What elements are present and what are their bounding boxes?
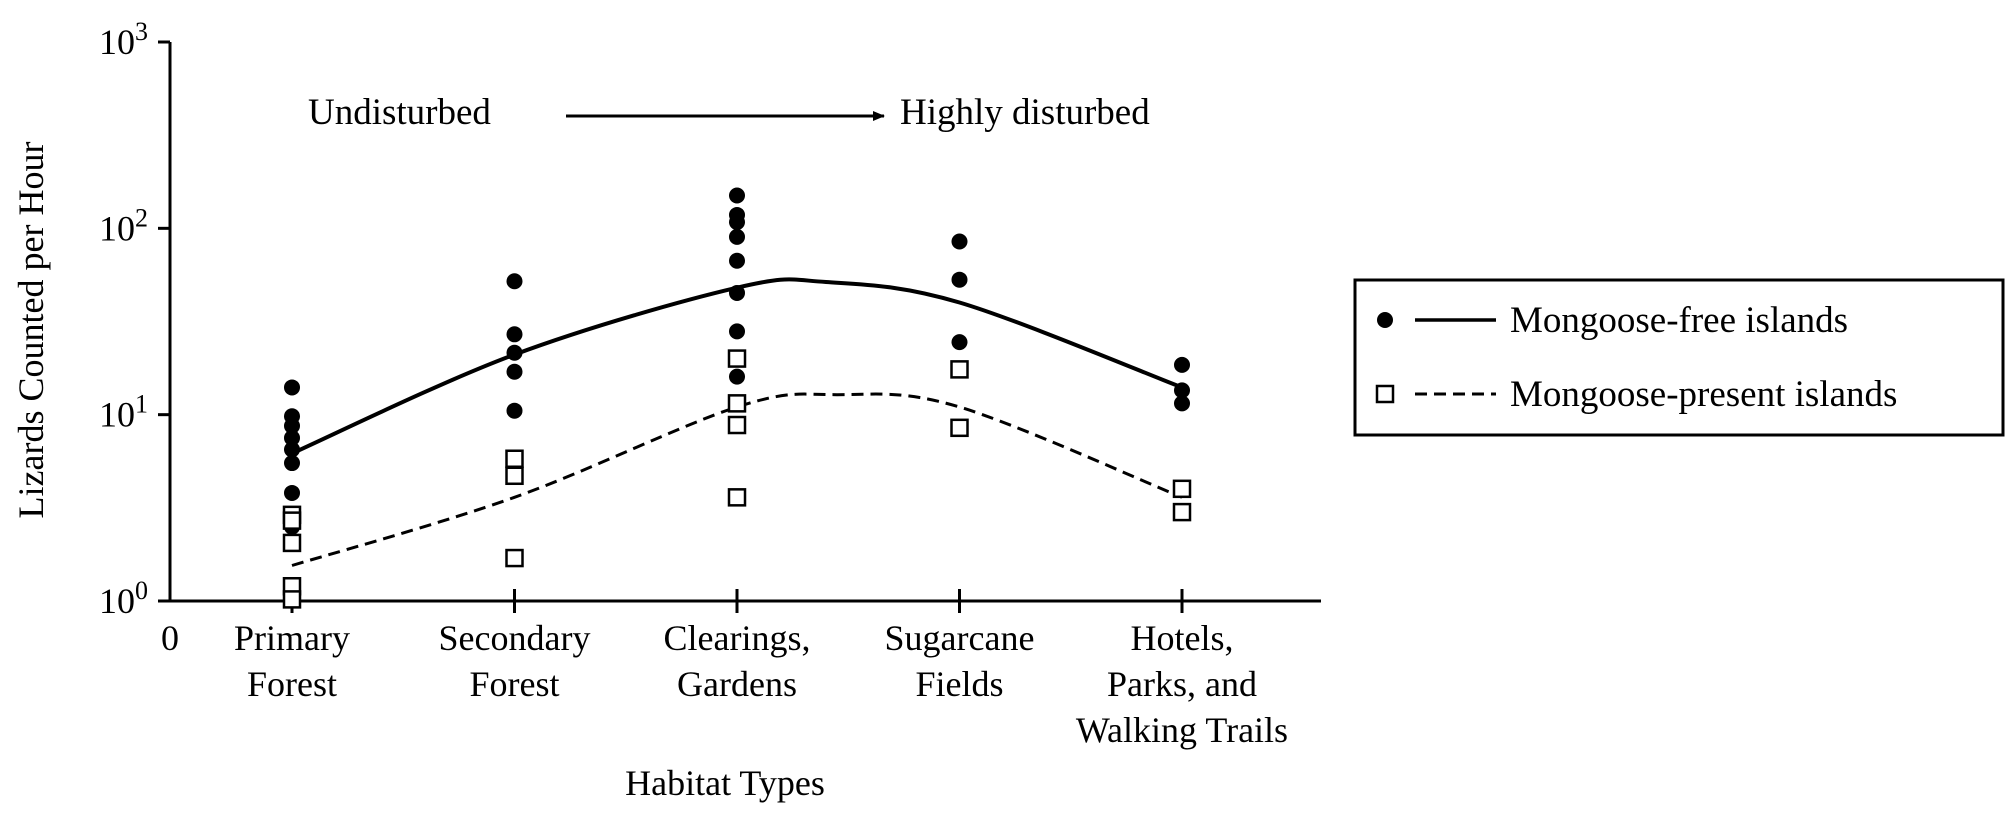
point-mongoose-free [951, 233, 968, 250]
point-mongoose-present [727, 488, 747, 507]
point-mongoose-free [506, 326, 523, 343]
legend-marker-mongoose-free [1377, 312, 1393, 328]
point-mongoose-free [284, 379, 300, 396]
point-mongoose-present [727, 394, 747, 413]
x-tick-label: Primary Forest [234, 618, 350, 704]
point-mongoose-free [284, 441, 300, 458]
point-mongoose-present [950, 418, 969, 438]
trend-curve-mongoose-free [291, 277, 1183, 456]
point-mongoose-present [505, 466, 524, 486]
legend-label-mongoose-free: Mongoose-free islands [1510, 300, 1848, 341]
point-mongoose-free [729, 284, 745, 301]
point-mongoose-present [282, 533, 302, 553]
point-mongoose-free [729, 323, 745, 340]
point-mongoose-free [729, 368, 745, 385]
point-mongoose-free [284, 455, 300, 472]
point-mongoose-free [951, 334, 968, 351]
point-mongoose-free [284, 429, 300, 446]
plot-area: 100 101 102 103 Primary Forest Secondary Fores… [99, 17, 1321, 750]
legend-marker-mongoose-present [1375, 384, 1395, 404]
point-mongoose-free [506, 273, 523, 290]
trend-curves [291, 277, 1183, 567]
point-mongoose-free [729, 228, 745, 245]
legend-label-mongoose-present: Mongoose-present islands [1510, 374, 1897, 415]
x-ticks: Primary Forest Secondary Forest Clearings, Ga… [234, 589, 1288, 750]
point-mongoose-free [951, 271, 968, 288]
x-tick-label: Secondary Forest [439, 618, 591, 704]
point-mongoose-present [505, 449, 524, 468]
point-mongoose-free [506, 344, 523, 361]
point-mongoose-free [1174, 382, 1190, 399]
point-mongoose-present [950, 360, 969, 379]
point-mongoose-present [727, 349, 747, 368]
disturbance-annotation: Undisturbed Highly disturbed [308, 92, 1150, 133]
y-tick-label: 103 [99, 17, 148, 62]
point-mongoose-free [1174, 395, 1190, 412]
y-tick-label: 100 [99, 576, 148, 621]
trend-curve-mongoose-present [291, 392, 1183, 567]
data-points [282, 187, 1192, 609]
point-mongoose-present [1172, 479, 1192, 499]
point-mongoose-present [282, 590, 302, 609]
point-mongoose-free [729, 187, 745, 204]
x-tick-label: Clearings, Gardens [664, 618, 811, 704]
y-tick-label: 101 [99, 390, 148, 435]
annotation-undisturbed: Undisturbed [308, 92, 491, 133]
point-mongoose-free [506, 363, 523, 380]
point-mongoose-free [729, 252, 745, 269]
x-tick-label: Hotels, Parks, and Walking Trails [1076, 618, 1288, 750]
legend: Mongoose-free islands Mongoose-present i… [1353, 278, 2005, 437]
point-mongoose-free [1174, 356, 1190, 373]
point-mongoose-present [727, 415, 747, 435]
point-mongoose-present [282, 511, 302, 530]
x-origin-label: 0 [161, 618, 179, 658]
legend-box [1353, 278, 2005, 437]
point-mongoose-free [284, 484, 300, 501]
y-axis-label: Lizards Counted per Hour [11, 142, 51, 519]
x-tick-label: Sugarcane Fields [885, 618, 1035, 704]
annotation-highly-disturbed: Highly disturbed [900, 92, 1150, 133]
point-mongoose-free [284, 417, 300, 434]
point-mongoose-free [506, 402, 523, 419]
point-mongoose-present [505, 548, 524, 568]
y-ticks: 100 101 102 103 [99, 17, 170, 621]
y-tick-label: 102 [99, 203, 148, 248]
x-axis-label: Habitat Types [625, 763, 825, 803]
point-mongoose-present [1172, 502, 1192, 522]
point-mongoose-free [729, 214, 745, 231]
